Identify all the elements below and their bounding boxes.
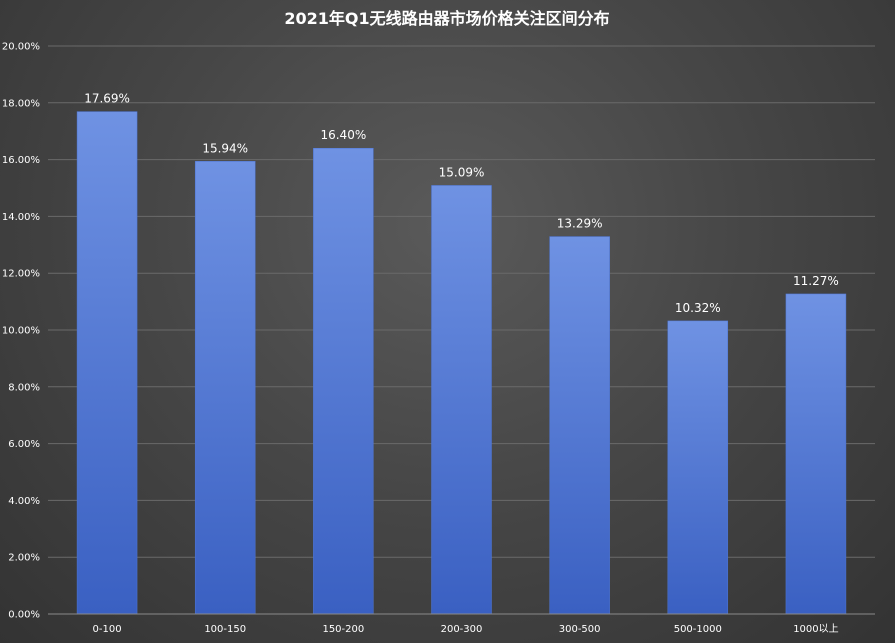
y-tick-label: 6.00% [8, 439, 40, 450]
data-label: 13.29% [557, 217, 603, 231]
bar [667, 320, 729, 615]
x-tick-label: 500-1000 [674, 624, 722, 635]
x-axis-ticks: 0-100 100-150 150-200 200-300 300-500 500-100… [93, 623, 839, 635]
bar [549, 236, 610, 615]
y-tick-label: 20.00% [2, 42, 40, 53]
bar [313, 147, 374, 615]
y-tick-label: 2.00% [8, 553, 40, 564]
bar [194, 161, 256, 615]
y-axis-ticks: 0.00% 2.00% 4.00% 6.00% 8.00% 10.00% 12.00% 14.… [2, 42, 40, 621]
bar [431, 185, 492, 615]
x-tick-label: 150-200 [322, 624, 364, 635]
bar [785, 293, 847, 615]
data-label: 10.32% [675, 301, 721, 315]
data-label: 15.94% [202, 141, 248, 155]
bar [76, 111, 138, 615]
data-label: 11.27% [793, 274, 839, 288]
data-label: 16.40% [320, 128, 366, 142]
y-tick-label: 14.00% [2, 212, 40, 223]
data-label: 15.09% [439, 165, 485, 179]
y-tick-label: 16.00% [2, 155, 40, 166]
y-tick-label: 18.00% [2, 98, 40, 109]
bars [76, 111, 847, 615]
x-tick-label: 200-300 [441, 624, 483, 635]
data-labels: 17.69% 15.94% 16.40% 15.09% 13.29% 10.32% 11.2… [84, 92, 839, 315]
x-tick-label: 1000以上 [793, 623, 838, 635]
x-tick-label: 0-100 [93, 624, 122, 635]
y-tick-label: 4.00% [8, 496, 40, 507]
data-label: 17.69% [84, 92, 130, 106]
y-tick-label: 8.00% [8, 382, 40, 393]
y-tick-label: 10.00% [2, 326, 40, 337]
chart-title: 2021年Q1无线路由器市场价格关注区间分布 [284, 9, 609, 28]
x-tick-label: 100-150 [204, 624, 246, 635]
x-tick-label: 300-500 [559, 624, 601, 635]
y-tick-label: 0.00% [8, 610, 40, 621]
y-tick-label: 12.00% [2, 269, 40, 280]
